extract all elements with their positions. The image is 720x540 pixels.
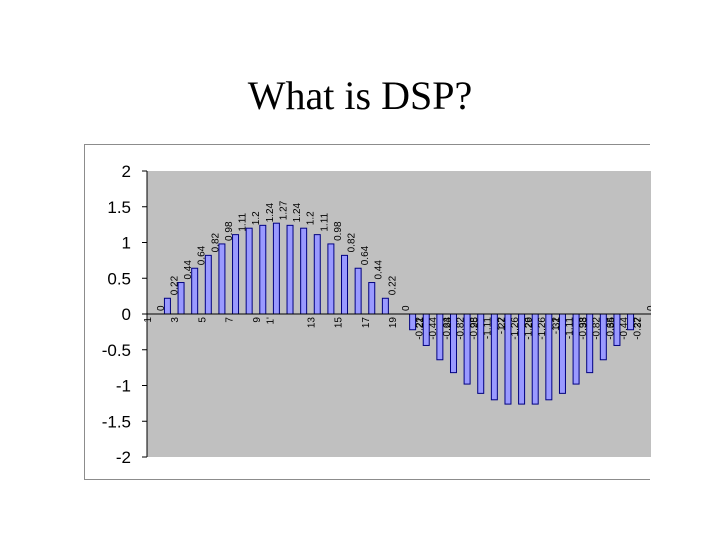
data-label: -0.64 bbox=[442, 317, 453, 340]
x-tick-label: 29 bbox=[524, 317, 535, 329]
x-tick-label: 13 bbox=[306, 317, 317, 329]
data-label: 1.2 bbox=[306, 211, 317, 225]
data-label: -1.26 bbox=[524, 317, 535, 340]
x-tick-label: 25 bbox=[470, 317, 481, 329]
bar bbox=[381, 297, 389, 315]
y-tick-label: -2 bbox=[116, 448, 131, 467]
data-label: -0.82 bbox=[592, 317, 603, 340]
data-label: 0.98 bbox=[224, 221, 235, 241]
data-label: -1.26 bbox=[537, 317, 548, 340]
x-tick-label: 5 bbox=[197, 317, 208, 323]
data-label: -0.98 bbox=[469, 317, 480, 340]
data-label: 0.22 bbox=[387, 275, 398, 295]
x-tick-label: 7 bbox=[225, 317, 236, 323]
data-label: 0.82 bbox=[210, 232, 221, 252]
data-label: 0 bbox=[401, 305, 412, 311]
data-label: -0.22 bbox=[633, 317, 644, 340]
data-label: 0.44 bbox=[374, 260, 385, 280]
x-tick-label: 17 bbox=[361, 317, 372, 329]
bar bbox=[300, 227, 308, 315]
bar bbox=[327, 243, 335, 315]
data-label: -0.44 bbox=[619, 317, 630, 340]
data-label: 1.11 bbox=[238, 212, 249, 231]
y-tick-label: -0.5 bbox=[102, 341, 131, 360]
x-tick-label: 31 bbox=[551, 317, 562, 329]
data-label: 0.64 bbox=[197, 245, 208, 265]
x-tick-label: 23 bbox=[442, 317, 453, 329]
data-label: -1.11 bbox=[483, 317, 494, 339]
bar bbox=[259, 224, 267, 315]
data-label: -1.2 bbox=[496, 317, 507, 335]
data-label: 0 bbox=[156, 305, 167, 311]
bar bbox=[368, 282, 376, 315]
y-tick-label: 2 bbox=[122, 162, 131, 181]
data-label: 1.24 bbox=[292, 202, 303, 222]
bar bbox=[204, 254, 212, 315]
y-tick-label: 1 bbox=[122, 234, 131, 253]
data-label: -1.11 bbox=[564, 317, 575, 339]
data-label: 0.22 bbox=[169, 275, 180, 295]
bar bbox=[163, 297, 171, 315]
x-tick-label: 27 bbox=[497, 317, 508, 329]
data-label: -0.82 bbox=[455, 317, 466, 340]
x-tick-label: 21 bbox=[415, 317, 426, 329]
data-label: -1.26 bbox=[510, 317, 521, 340]
data-label: 0.44 bbox=[183, 260, 194, 280]
x-tick-label: 9 bbox=[252, 317, 263, 323]
data-label: 0.82 bbox=[347, 232, 358, 252]
x-tick-label: 33 bbox=[579, 317, 590, 329]
bar bbox=[177, 282, 185, 315]
bar bbox=[245, 227, 253, 315]
data-label: -0.98 bbox=[578, 317, 589, 340]
data-label: 1.24 bbox=[265, 202, 276, 222]
data-label: 1.2 bbox=[251, 211, 262, 225]
data-label: -0.22 bbox=[415, 317, 426, 340]
data-label: 1.11 bbox=[319, 212, 330, 231]
bar bbox=[286, 224, 294, 315]
y-tick-label: -1 bbox=[116, 377, 131, 396]
bar bbox=[341, 254, 349, 315]
data-label: 0.98 bbox=[333, 221, 344, 241]
slide-title: What is DSP? bbox=[247, 73, 473, 118]
x-tick-label: 1 bbox=[143, 317, 154, 323]
bar-chart: 21.510.50-0.5-1-1.5-2100.2230.440.6450.8… bbox=[102, 162, 651, 467]
bar bbox=[191, 267, 199, 315]
data-label: 0 bbox=[646, 305, 651, 311]
y-tick-label: 0.5 bbox=[107, 269, 131, 288]
data-label: -0.64 bbox=[605, 317, 616, 340]
bar bbox=[272, 222, 280, 315]
data-label: 1.27 bbox=[278, 200, 289, 220]
data-label: -1.2 bbox=[551, 317, 562, 335]
x-tick-label: 15 bbox=[334, 317, 345, 329]
y-tick-label: -1.5 bbox=[102, 412, 131, 431]
x-tick-label: 19 bbox=[388, 317, 399, 329]
x-tick-label: 35 bbox=[606, 317, 617, 329]
data-label: 0.64 bbox=[360, 245, 371, 265]
bar bbox=[313, 234, 321, 315]
chart-frame: 2 1.5 1 0.5 0 -0.5 -1 -1.5 -2 1 0 0.22 3 0.44 0.64 5 0.8… bbox=[84, 144, 651, 480]
data-label: -0.44 bbox=[428, 317, 439, 340]
y-tick-label: 1.5 bbox=[107, 198, 131, 217]
y-tick-label: 0 bbox=[122, 305, 131, 324]
bar bbox=[354, 267, 362, 315]
x-tick-label: 1' bbox=[265, 317, 276, 325]
bar bbox=[232, 234, 240, 315]
bar bbox=[218, 243, 226, 315]
x-tick-label: 3 bbox=[170, 317, 181, 323]
x-tick-label: 37 bbox=[633, 317, 644, 329]
